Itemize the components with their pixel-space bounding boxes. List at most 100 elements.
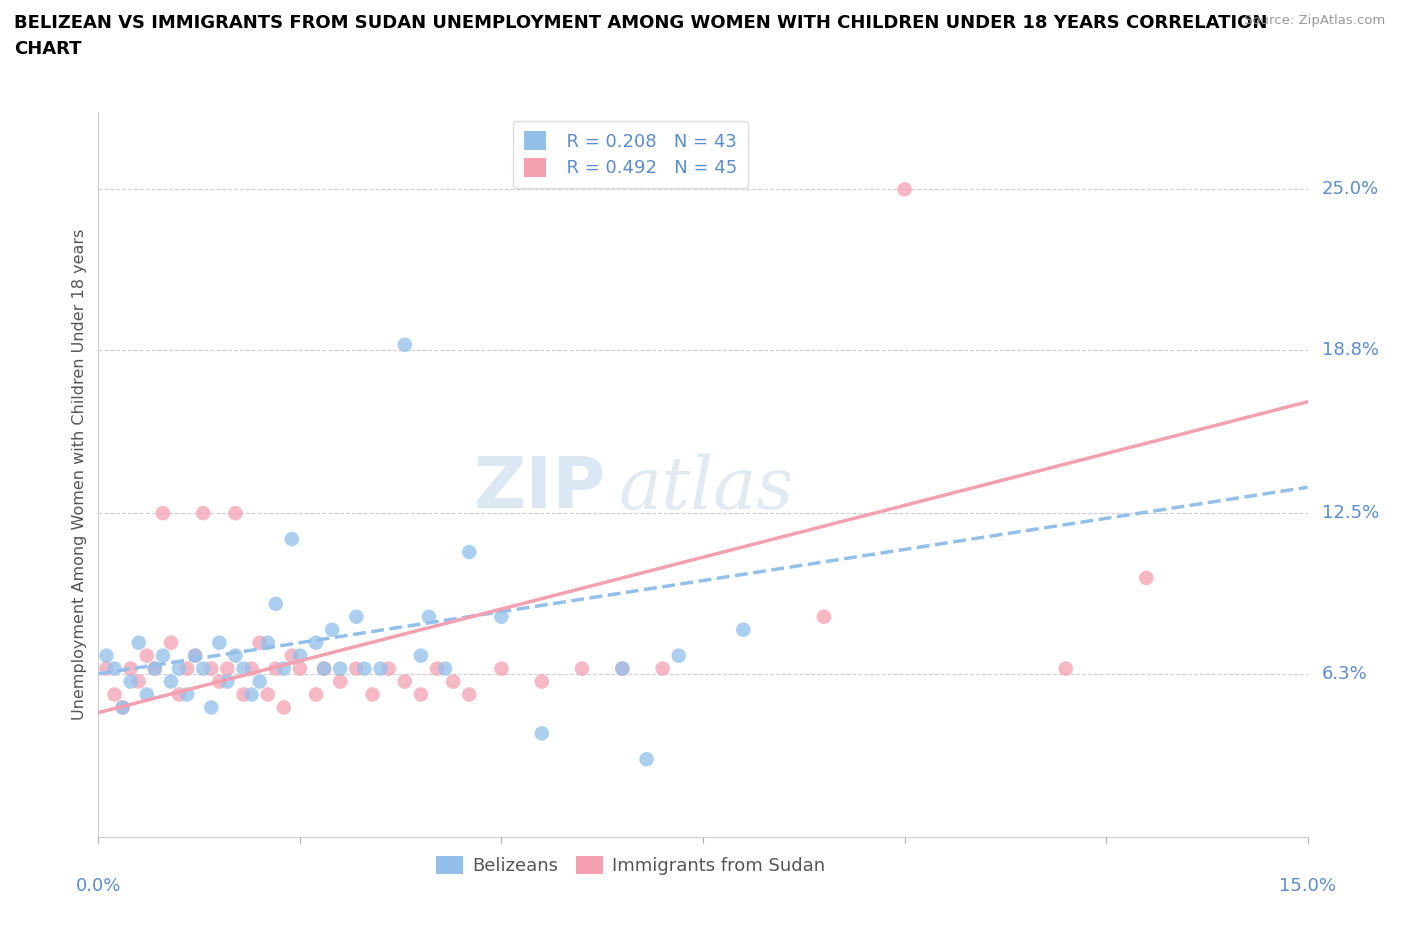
Point [135,648,157,663]
Point [305,687,328,702]
Point [120,661,142,676]
Text: CHART: CHART [14,40,82,58]
Point [409,687,432,702]
Point [128,635,150,650]
Point [893,182,915,197]
Point [249,635,271,650]
Point [160,635,183,650]
Point [458,545,481,560]
Point [111,700,134,715]
Point [651,661,673,676]
Text: 12.5%: 12.5% [1322,504,1379,522]
Point [264,661,287,676]
Point [344,609,367,624]
Point [200,700,222,715]
Text: 6.3%: 6.3% [1322,665,1368,683]
Point [200,661,222,676]
Point [281,648,304,663]
Point [281,532,304,547]
Text: 25.0%: 25.0% [1322,180,1379,198]
Point [217,661,239,676]
Point [361,687,384,702]
Point [167,687,190,702]
Point [256,687,278,702]
Legend: Belizeans, Immigrants from Sudan: Belizeans, Immigrants from Sudan [429,848,832,883]
Point [224,506,246,521]
Point [143,661,166,676]
Point [418,609,440,624]
Point [167,661,190,676]
Point [273,661,295,676]
Point [321,622,343,637]
Point [370,661,392,676]
Point [288,661,311,676]
Text: 18.8%: 18.8% [1322,341,1379,359]
Point [530,726,553,741]
Point [458,687,481,702]
Point [1135,570,1157,585]
Point [103,687,125,702]
Point [128,674,150,689]
Point [571,661,593,676]
Point [426,661,449,676]
Point [217,674,239,689]
Point [193,506,215,521]
Point [491,661,513,676]
Point [152,506,174,521]
Point [612,661,634,676]
Point [184,648,207,663]
Point [240,687,263,702]
Point [256,635,278,650]
Point [344,661,367,676]
Point [377,661,399,676]
Point [441,674,464,689]
Point [208,674,231,689]
Point [176,687,198,702]
Point [353,661,375,676]
Point [232,661,254,676]
Point [208,635,231,650]
Point [394,674,416,689]
Point [329,674,352,689]
Point [305,635,328,650]
Point [491,609,513,624]
Point [434,661,457,676]
Point [111,700,134,715]
Point [96,648,118,663]
Point [668,648,690,663]
Point [612,661,634,676]
Point [530,674,553,689]
Point [409,648,432,663]
Point [813,609,835,624]
Point [329,661,352,676]
Text: Source: ZipAtlas.com: Source: ZipAtlas.com [1244,14,1385,27]
Point [249,674,271,689]
Point [1054,661,1077,676]
Text: 15.0%: 15.0% [1279,877,1336,895]
Point [135,687,157,702]
Point [288,648,311,663]
Text: ZIP: ZIP [474,455,606,524]
Point [733,622,755,637]
Point [232,687,254,702]
Point [143,661,166,676]
Text: atlas: atlas [619,454,794,525]
Point [120,674,142,689]
Point [264,596,287,611]
Point [176,661,198,676]
Point [96,661,118,676]
Text: BELIZEAN VS IMMIGRANTS FROM SUDAN UNEMPLOYMENT AMONG WOMEN WITH CHILDREN UNDER 1: BELIZEAN VS IMMIGRANTS FROM SUDAN UNEMPL… [14,14,1267,32]
Point [152,648,174,663]
Point [184,648,207,663]
Point [240,661,263,676]
Point [193,661,215,676]
Point [314,661,336,676]
Y-axis label: Unemployment Among Women with Children Under 18 years: Unemployment Among Women with Children U… [72,229,87,720]
Point [314,661,336,676]
Point [394,338,416,352]
Point [636,751,658,766]
Point [160,674,183,689]
Point [273,700,295,715]
Text: 0.0%: 0.0% [76,877,121,895]
Point [103,661,125,676]
